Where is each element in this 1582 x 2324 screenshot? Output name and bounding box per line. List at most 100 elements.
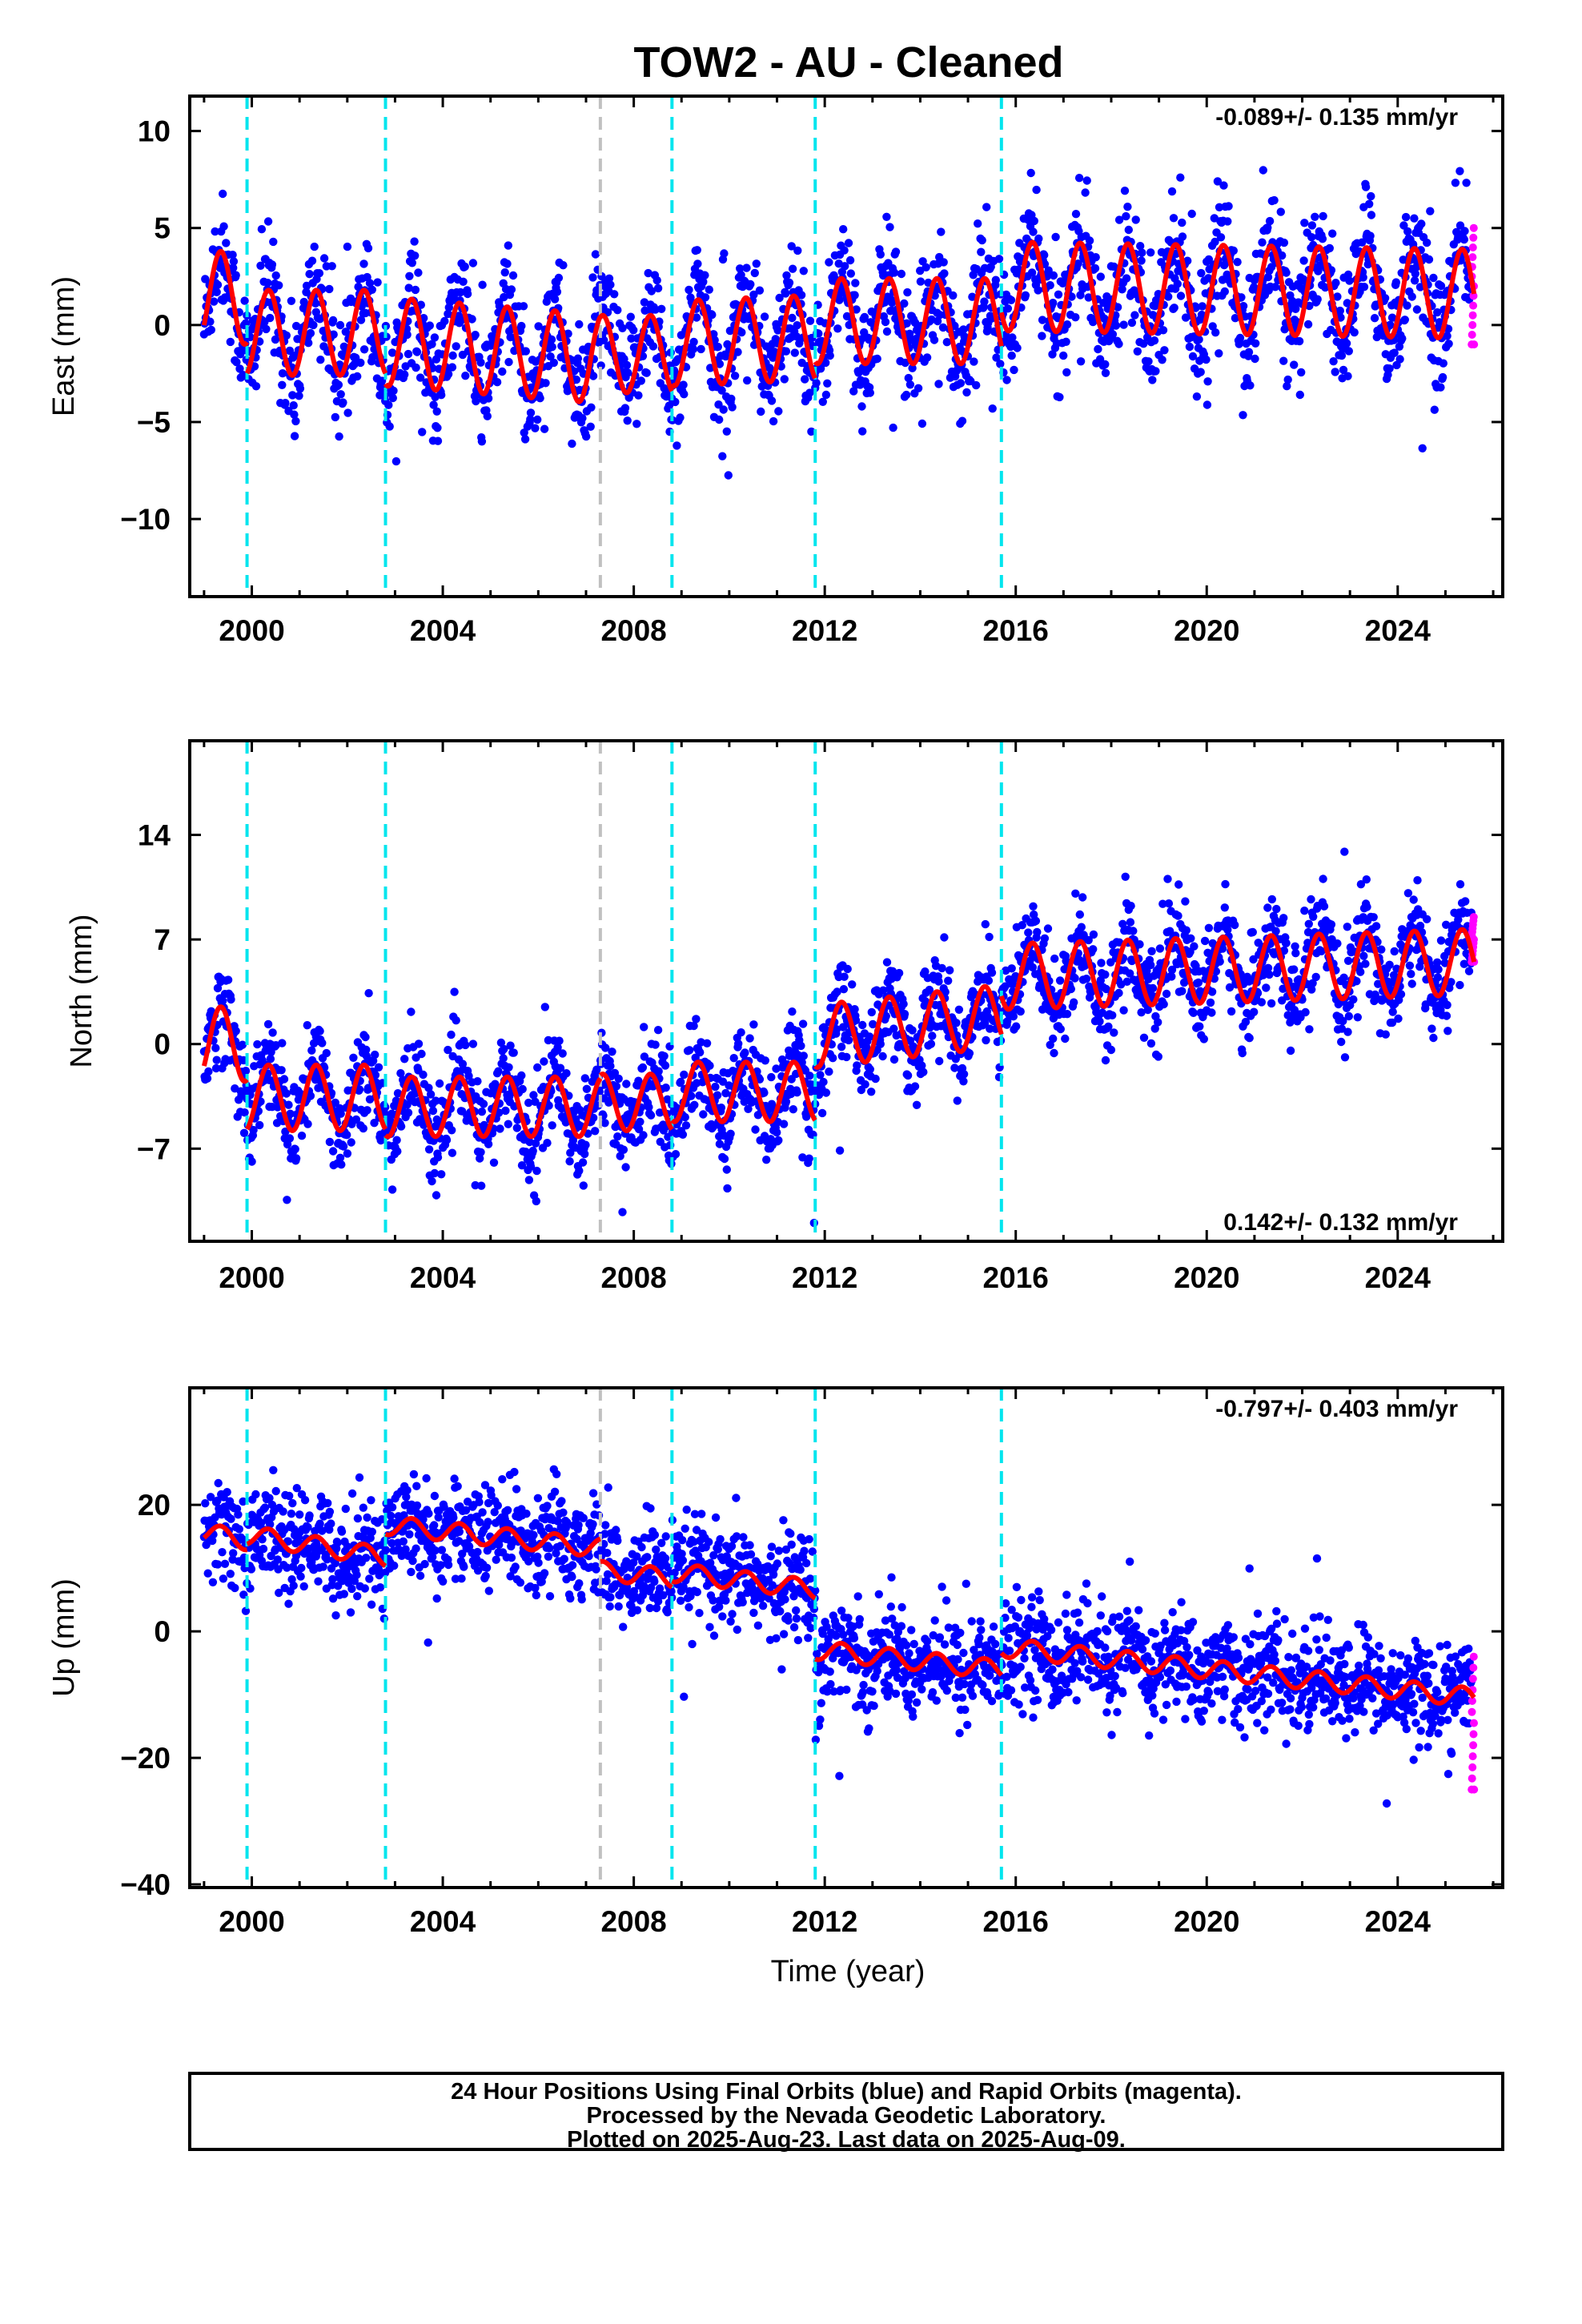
data-point [365,279,375,287]
data-point [290,432,299,440]
data-point [902,319,911,328]
data-point [295,384,305,393]
data-point [858,427,867,436]
data-point [1271,283,1280,292]
data-point [1139,340,1148,348]
data-point [1333,939,1342,948]
data-point [692,1015,701,1023]
data-point [282,1089,291,1098]
data-point [1084,293,1093,302]
data-point [1174,880,1183,889]
data-point [1062,337,1070,346]
model-fit-line [201,248,250,347]
data-point [816,1071,825,1080]
data-point [655,1108,665,1117]
data-point [1321,283,1330,292]
data-point [203,1569,212,1578]
data-point [939,258,948,267]
data-point [1030,216,1039,226]
data-point [1007,964,1016,973]
data-point [1367,211,1376,219]
data-point [412,348,422,356]
data-point [652,275,661,285]
data-point [416,373,425,382]
data-point [1299,256,1308,265]
data-point [1381,1030,1391,1039]
data-point [1295,390,1305,400]
data-point [850,1005,859,1014]
data-point [400,370,409,379]
data-point [1439,359,1448,368]
data-point [392,1136,401,1144]
data-point [373,278,382,287]
x-tick-label: 2008 [600,1261,666,1294]
data-point [774,407,783,416]
data-point [905,380,915,389]
data-point [850,291,859,300]
data-point [432,1191,441,1200]
data-point [1350,328,1359,337]
data-point [404,283,413,292]
data-point [1415,921,1425,931]
data-point [876,250,885,259]
data-point [203,1074,212,1083]
data-point [767,1072,776,1082]
data-point [639,1131,648,1140]
data-point [751,1125,760,1134]
data-point [1399,221,1408,230]
data-point [1372,332,1382,342]
data-point [987,968,997,977]
data-point [359,1124,367,1133]
data-point [235,1525,243,1534]
data-point [287,296,296,305]
data-point [840,246,849,255]
data-point [520,435,530,444]
data-point [1267,895,1277,904]
data-point [867,1088,876,1096]
data-point [727,394,736,404]
data-point [1386,320,1395,329]
data-point [657,304,666,313]
data-point [1077,923,1086,931]
data-point [1238,1048,1247,1058]
data-point [680,390,689,399]
data-point [432,1096,440,1105]
data-point [518,1084,527,1094]
data-point [1170,304,1178,312]
data-point [1352,977,1361,986]
data-point [930,336,939,344]
data-point [1359,273,1367,282]
model-fit-line [669,293,817,388]
data-point [247,1565,256,1574]
data-point [239,1128,249,1138]
data-point [575,1166,584,1176]
data-point [1426,207,1435,215]
data-point [1055,392,1064,402]
data-point [291,416,300,426]
data-point [1159,999,1168,1009]
data-point [1066,984,1076,994]
data-point [1307,985,1316,994]
data-point [218,1548,227,1557]
data-point [337,1160,346,1169]
data-point [1007,351,1016,360]
data-point [309,320,318,330]
data-point [1403,227,1412,236]
data-point [685,1046,694,1055]
data-point [1095,1017,1104,1026]
data-point [319,254,329,263]
data-point [825,258,833,267]
data-point [586,422,595,431]
data-point [1241,1017,1251,1027]
data-point [327,262,336,271]
x-tick-label: 2020 [1174,614,1239,647]
data-point [1433,973,1443,982]
data-point [730,372,740,380]
data-point [371,1050,379,1059]
data-point [954,1005,964,1015]
data-point [1271,927,1280,935]
data-point [1070,974,1079,983]
data-point [697,344,705,354]
data-point [476,1148,485,1157]
data-point [339,1142,348,1151]
